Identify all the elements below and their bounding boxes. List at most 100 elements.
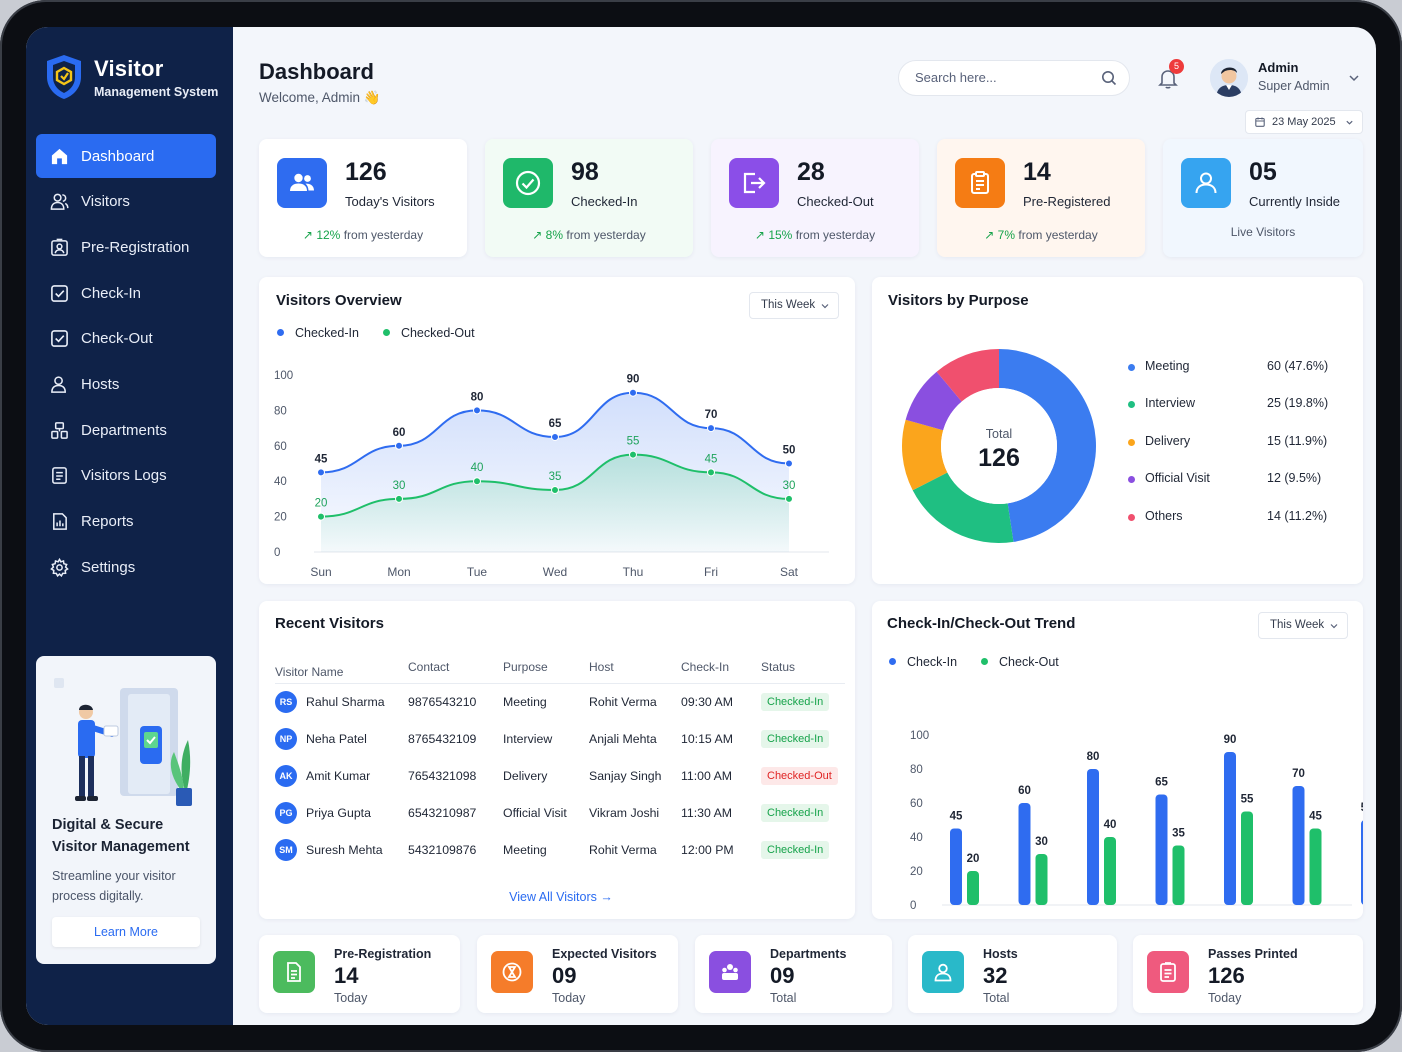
- donut-slice-others[interactable]: [936, 349, 999, 402]
- donut-slice-interview[interactable]: [912, 472, 1014, 543]
- x-tick-label: Mon: [387, 565, 410, 579]
- bar-check-in[interactable]: [1087, 769, 1099, 905]
- summary-value: 09: [770, 963, 795, 988]
- summary-card-pre-registration[interactable]: Pre-Registration 14 Today: [259, 935, 460, 1013]
- sidebar-item-visitors[interactable]: Visitors: [36, 180, 216, 224]
- bar-check-in[interactable]: [1155, 794, 1168, 906]
- summary-card-hosts[interactable]: Hosts 32 Total: [908, 935, 1117, 1013]
- table-body: RS Rahul Sharma 9876543210 Meeting Rohit Ver…: [275, 684, 845, 868]
- data-point[interactable]: [473, 406, 481, 415]
- chevron-down-icon[interactable]: [1348, 72, 1360, 84]
- visitor-name: Suresh Mehta: [306, 842, 383, 857]
- learn-more-button[interactable]: Learn More: [52, 917, 200, 947]
- data-point[interactable]: [551, 432, 559, 441]
- bar-check-in[interactable]: [950, 828, 962, 906]
- data-point[interactable]: [317, 512, 325, 521]
- sidebar-item-reports[interactable]: Reports: [36, 500, 216, 544]
- home-icon: [51, 148, 68, 164]
- stat-card-todays-visitors[interactable]: 126 Today's Visitors ↗ 12% from yesterda…: [259, 139, 467, 257]
- col-visitor-name[interactable]: Visitor Name: [275, 664, 344, 679]
- trend-range-select[interactable]: This Week: [1258, 612, 1348, 639]
- donut-slice-delivery[interactable]: [902, 419, 948, 491]
- data-point[interactable]: [629, 388, 637, 397]
- bar-check-in[interactable]: [1292, 786, 1305, 905]
- sidebar-item-departments[interactable]: Departments: [36, 408, 216, 452]
- col-contact[interactable]: Contact: [408, 660, 450, 674]
- table-row[interactable]: NP Neha Patel 8765432109 Interview Anjali Me…: [275, 721, 845, 758]
- view-all-visitors-link[interactable]: View All Visitors →: [509, 890, 613, 904]
- avatar[interactable]: [1210, 59, 1248, 97]
- bar-check-in[interactable]: [1018, 803, 1031, 905]
- bar-check-out[interactable]: [1172, 845, 1185, 906]
- overview-range-select[interactable]: This Week: [749, 292, 839, 319]
- col-check-in[interactable]: Check-In: [681, 660, 730, 674]
- table-row[interactable]: SM Suresh Mehta 5432109876 Meeting Rohit Ver…: [275, 831, 845, 868]
- cell-check-in: 09:30 AM: [681, 695, 733, 710]
- stat-card-currently-inside[interactable]: 05 Currently Inside Live Visitors: [1163, 139, 1363, 257]
- data-point[interactable]: [629, 450, 637, 459]
- sidebar-item-pre-registration[interactable]: Pre-Registration: [36, 225, 216, 269]
- col-purpose[interactable]: Purpose: [503, 660, 548, 674]
- bell-icon[interactable]: [1157, 67, 1179, 89]
- data-label: 90: [627, 374, 640, 386]
- sidebar-item-check-out[interactable]: Check-Out: [36, 317, 216, 361]
- sidebar-item-settings[interactable]: Settings: [36, 545, 216, 589]
- data-point[interactable]: [707, 468, 715, 477]
- data-point[interactable]: [551, 486, 559, 495]
- trend-pct: 8%: [545, 228, 564, 242]
- donut-slice-official-visit[interactable]: [905, 371, 962, 431]
- col-host[interactable]: Host: [589, 660, 614, 674]
- bar-check-out[interactable]: [1104, 837, 1116, 905]
- data-label: 30: [783, 480, 796, 492]
- trend-up-icon: ↗: [302, 228, 313, 242]
- table-row[interactable]: RS Rahul Sharma 9876543210 Meeting Rohit Ver…: [275, 684, 845, 721]
- col-status[interactable]: Status: [761, 660, 796, 674]
- date-picker[interactable]: 23 May 2025: [1245, 110, 1363, 134]
- data-point[interactable]: [707, 424, 715, 433]
- data-point[interactable]: [317, 468, 325, 477]
- bar-check-out[interactable]: [1035, 854, 1048, 905]
- stat-trend: ↗ 15% from yesterday: [711, 228, 919, 242]
- summary-card-departments[interactable]: Departments 09 Total: [695, 935, 892, 1013]
- search-input[interactable]: Search here...: [898, 60, 1130, 96]
- stat-value: 05: [1249, 158, 1277, 186]
- search-icon[interactable]: [1101, 70, 1117, 86]
- cell-visitor: NP Neha Patel: [275, 728, 408, 751]
- stat-card-checked-out[interactable]: 28 Checked-Out ↗ 15% from yesterday: [711, 139, 919, 257]
- stat-card-checked-in[interactable]: 98 Checked-In ↗ 8% from yesterday: [485, 139, 693, 257]
- data-point[interactable]: [473, 477, 481, 486]
- bar-check-in[interactable]: [1361, 820, 1363, 905]
- data-point[interactable]: [785, 459, 793, 468]
- donut-slice-meeting[interactable]: [999, 349, 1096, 542]
- sidebar-item-check-in[interactable]: Check-In: [36, 271, 216, 315]
- x-tick-label: Tue: [467, 565, 488, 579]
- hourglass-icon: [502, 962, 522, 982]
- visitor-name: Amit Kumar: [306, 768, 371, 783]
- data-point[interactable]: [395, 494, 403, 503]
- trend-up-icon: ↗: [984, 228, 995, 242]
- sidebar-item-hosts[interactable]: Hosts: [36, 362, 216, 406]
- summary-card-expected-visitors[interactable]: Expected Visitors 09 Today: [477, 935, 678, 1013]
- sidebar-item-dashboard[interactable]: Dashboard: [36, 134, 216, 178]
- summary-card-passes-printed[interactable]: Passes Printed 126 Today: [1133, 935, 1363, 1013]
- stat-card-pre-registered[interactable]: 14 Pre-Registered ↗ 7% from yesterday: [937, 139, 1145, 257]
- visitor-initials: RS: [275, 691, 297, 714]
- bar-check-out[interactable]: [1241, 811, 1253, 906]
- log-icon: [52, 467, 67, 485]
- bar-check-in[interactable]: [1224, 752, 1236, 905]
- range-value: This Week: [761, 299, 816, 311]
- legend-dot: [1128, 476, 1135, 484]
- bar-check-out[interactable]: [967, 871, 979, 905]
- data-label: 70: [705, 409, 718, 421]
- trend-text: from yesterday: [566, 228, 646, 242]
- table-row[interactable]: AK Amit Kumar 7654321098 Delivery Sanjay Sin…: [275, 758, 845, 795]
- user-badge-icon-tile: [922, 951, 964, 993]
- sidebar-item-label: Visitors Logs: [81, 467, 167, 485]
- bar-check-out[interactable]: [1309, 828, 1322, 906]
- sidebar-item-visitors-logs[interactable]: Visitors Logs: [36, 454, 216, 498]
- summary-sub: Today: [552, 991, 586, 1005]
- table-row[interactable]: PG Priya Gupta 6543210987 Official Visit Vik…: [275, 794, 845, 831]
- data-point[interactable]: [785, 494, 793, 503]
- data-point[interactable]: [395, 441, 403, 450]
- bar-label: 70: [1292, 768, 1305, 780]
